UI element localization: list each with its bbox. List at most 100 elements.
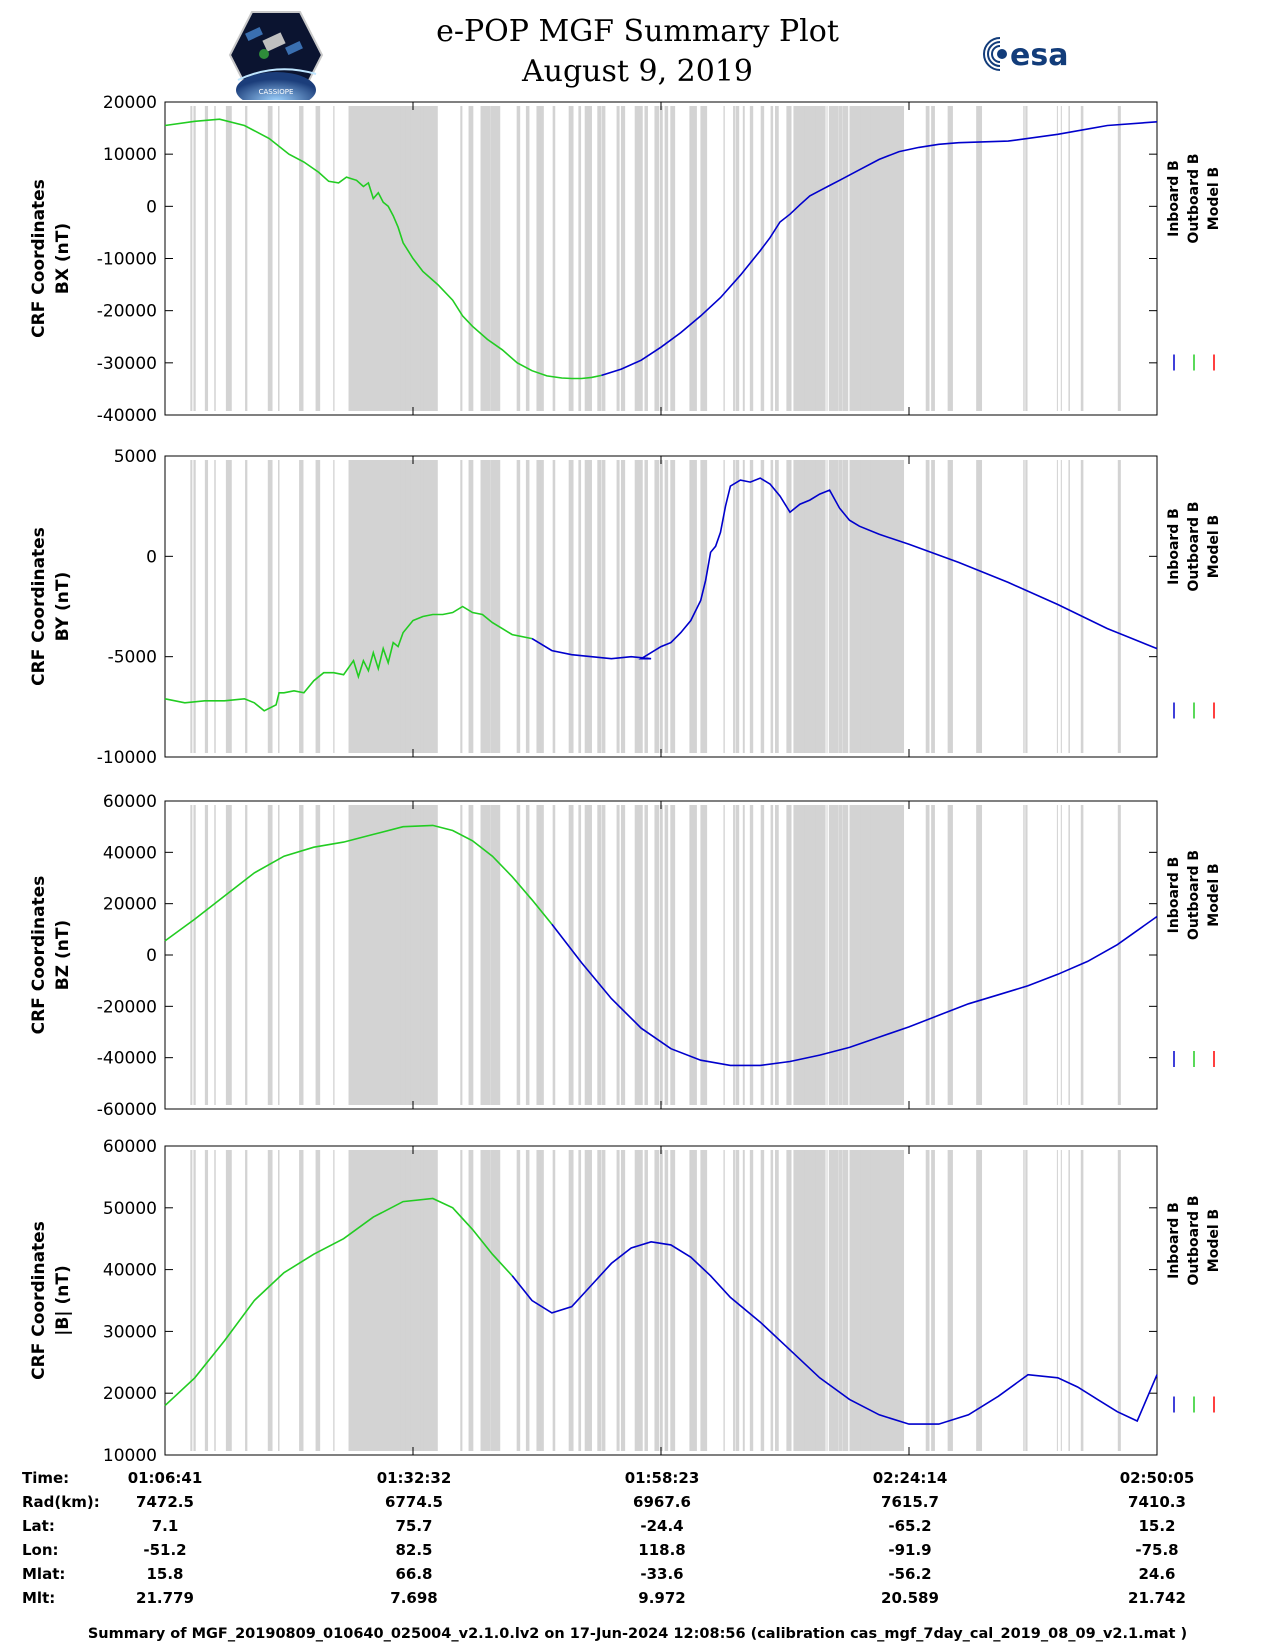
info-mlat-0: 15.8 <box>146 1565 184 1583</box>
info-lon-4: -75.8 <box>1135 1541 1179 1559</box>
shade-band <box>193 805 196 1105</box>
shade-band <box>976 1150 979 1451</box>
shade-band <box>866 460 871 753</box>
info-time-1: 01:32:32 <box>376 1469 452 1487</box>
shade-band <box>849 805 853 1105</box>
y-tick-label: -5000 <box>108 648 157 668</box>
shade-band <box>349 805 355 1105</box>
shade-band <box>485 1150 491 1451</box>
info-rad-3: 7615.7 <box>881 1493 939 1511</box>
shade-band <box>420 106 423 411</box>
shade-band <box>693 805 697 1105</box>
shade-band <box>349 460 355 753</box>
y-axis-label: CRF Coordinates <box>29 179 49 338</box>
y-tick-label: 60000 <box>103 792 157 812</box>
shade-band <box>1080 805 1084 1105</box>
series-line-inboard-b <box>531 477 1158 660</box>
shade-band <box>226 106 232 411</box>
shade-band <box>634 805 639 1105</box>
shade-band <box>835 106 839 411</box>
panel-2: 5000 0 -5000 -10000 CRF Coordinates BY (nT) In… <box>29 447 1222 768</box>
shade-band <box>664 460 669 753</box>
info-label-mlt: Mlt: <box>22 1589 56 1607</box>
shade-band <box>268 1150 271 1451</box>
shade-band <box>482 1150 488 1451</box>
info-label-rad: Rad(km): <box>22 1493 100 1511</box>
shade-band <box>654 106 659 411</box>
shade-band <box>832 1150 837 1451</box>
info-mlt-0: 21.779 <box>136 1589 194 1607</box>
shade-band <box>949 460 953 753</box>
shade-band <box>552 460 556 753</box>
shade-band <box>480 460 485 753</box>
shade-band <box>299 1150 303 1451</box>
shade-band <box>245 805 248 1105</box>
shade-band <box>774 1150 779 1451</box>
shade-band <box>584 460 588 753</box>
shade-band <box>742 805 745 1105</box>
shade-band <box>480 805 485 1105</box>
shade-band <box>774 805 779 1105</box>
shade-band <box>278 1150 280 1451</box>
shade-band <box>950 460 953 753</box>
y-tick-label: -40000 <box>97 406 157 426</box>
shade-band <box>539 460 544 753</box>
shade-band <box>794 1150 825 1451</box>
shade-band <box>1056 1150 1058 1451</box>
shade-band <box>468 106 474 411</box>
legend-label: Model B <box>1206 515 1222 578</box>
shade-band <box>424 106 429 411</box>
info-lat-3: -65.2 <box>888 1517 932 1535</box>
y-axis-unit-label: BX (nT) <box>53 223 73 294</box>
shade-band <box>316 1150 321 1451</box>
shade-band <box>620 106 626 411</box>
series-line-outboard-b <box>164 824 553 942</box>
shade-band <box>949 106 953 411</box>
shade-band <box>427 106 432 411</box>
shade-band <box>634 106 639 411</box>
shade-band <box>333 805 335 1105</box>
shade-band <box>770 460 774 753</box>
shade-band <box>427 805 432 1105</box>
shaded-bands <box>190 805 1121 1105</box>
shade-band <box>468 805 474 1105</box>
y-tick-label: 30000 <box>103 1322 157 1342</box>
shade-band <box>568 460 574 753</box>
shade-band <box>644 805 648 1105</box>
shade-band <box>599 805 601 1105</box>
shade-band <box>516 805 518 1105</box>
shade-band <box>828 106 834 411</box>
shade-band <box>774 460 779 753</box>
shade-band <box>828 460 834 753</box>
shade-band <box>190 1150 193 1451</box>
shade-band <box>858 1150 861 1451</box>
shade-band <box>826 1150 828 1451</box>
legend-label: Model B <box>1206 167 1222 230</box>
shade-band <box>1025 805 1028 1105</box>
shade-band <box>299 460 303 753</box>
shade-band <box>376 805 381 1105</box>
shade-band <box>539 805 544 1105</box>
shade-band <box>842 106 845 411</box>
shade-band <box>770 805 774 1105</box>
shade-band <box>849 106 853 411</box>
shade-band <box>490 805 494 1105</box>
shade-band <box>385 805 391 1105</box>
shade-band <box>690 460 696 753</box>
shade-band <box>333 106 335 411</box>
shade-band <box>1025 106 1028 411</box>
shade-band <box>835 1150 839 1451</box>
shade-band <box>702 805 708 1105</box>
y-tick-label: 40000 <box>103 843 157 863</box>
shade-band <box>517 106 521 411</box>
y-tick-label: -20000 <box>97 302 157 322</box>
shade-band <box>490 460 494 753</box>
footer-note: Summary of MGF_20190809_010640_025004_v2… <box>87 1626 1188 1642</box>
shade-band <box>616 460 620 753</box>
shade-band <box>842 805 845 1105</box>
legend-label: Inboard B <box>1166 508 1182 585</box>
legend-label: Model B <box>1206 863 1222 926</box>
shade-band <box>1068 1150 1070 1451</box>
shade-band <box>849 1150 853 1451</box>
shade-band <box>823 460 826 753</box>
